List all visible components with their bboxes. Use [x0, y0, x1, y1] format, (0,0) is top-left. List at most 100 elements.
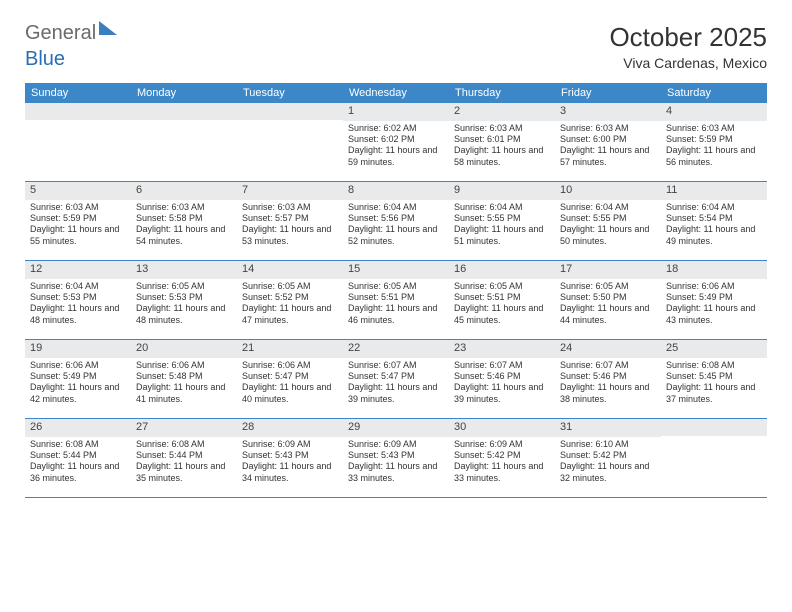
- sunrise-text: Sunrise: 6:06 AM: [666, 281, 762, 292]
- sunrise-text: Sunrise: 6:06 AM: [242, 360, 338, 371]
- daylight-text: Daylight: 11 hours and 55 minutes.: [30, 224, 126, 247]
- day-cell: 12Sunrise: 6:04 AMSunset: 5:53 PMDayligh…: [25, 261, 131, 339]
- week-row: 5Sunrise: 6:03 AMSunset: 5:59 PMDaylight…: [25, 182, 767, 261]
- weekday-header: Thursday: [449, 83, 555, 103]
- day-number: 17: [555, 261, 661, 279]
- day-cell: 23Sunrise: 6:07 AMSunset: 5:46 PMDayligh…: [449, 340, 555, 418]
- day-details: Sunrise: 6:05 AMSunset: 5:53 PMDaylight:…: [131, 279, 237, 329]
- sunrise-text: Sunrise: 6:06 AM: [136, 360, 232, 371]
- weekday-header: Friday: [555, 83, 661, 103]
- sunrise-text: Sunrise: 6:03 AM: [560, 123, 656, 134]
- sunrise-text: Sunrise: 6:03 AM: [136, 202, 232, 213]
- day-details: Sunrise: 6:03 AMSunset: 6:00 PMDaylight:…: [555, 121, 661, 171]
- week-row: 12Sunrise: 6:04 AMSunset: 5:53 PMDayligh…: [25, 261, 767, 340]
- day-cell: 19Sunrise: 6:06 AMSunset: 5:49 PMDayligh…: [25, 340, 131, 418]
- day-details: Sunrise: 6:06 AMSunset: 5:47 PMDaylight:…: [237, 358, 343, 408]
- sunset-text: Sunset: 5:56 PM: [348, 213, 444, 224]
- sunset-text: Sunset: 5:49 PM: [30, 371, 126, 382]
- day-cell: 29Sunrise: 6:09 AMSunset: 5:43 PMDayligh…: [343, 419, 449, 497]
- day-number: [25, 103, 131, 120]
- day-cell: 17Sunrise: 6:05 AMSunset: 5:50 PMDayligh…: [555, 261, 661, 339]
- daylight-text: Daylight: 11 hours and 52 minutes.: [348, 224, 444, 247]
- logo-text-2: Blue: [25, 48, 65, 70]
- day-details: Sunrise: 6:09 AMSunset: 5:43 PMDaylight:…: [343, 437, 449, 487]
- day-cell: [237, 103, 343, 181]
- week-row: 19Sunrise: 6:06 AMSunset: 5:49 PMDayligh…: [25, 340, 767, 419]
- day-number: [661, 419, 767, 436]
- sunrise-text: Sunrise: 6:09 AM: [348, 439, 444, 450]
- day-cell: 10Sunrise: 6:04 AMSunset: 5:55 PMDayligh…: [555, 182, 661, 260]
- day-number: 21: [237, 340, 343, 358]
- day-cell: 2Sunrise: 6:03 AMSunset: 6:01 PMDaylight…: [449, 103, 555, 181]
- day-cell: 1Sunrise: 6:02 AMSunset: 6:02 PMDaylight…: [343, 103, 449, 181]
- day-details: Sunrise: 6:04 AMSunset: 5:56 PMDaylight:…: [343, 200, 449, 250]
- sunset-text: Sunset: 5:59 PM: [666, 134, 762, 145]
- sunset-text: Sunset: 5:51 PM: [348, 292, 444, 303]
- sunrise-text: Sunrise: 6:04 AM: [560, 202, 656, 213]
- sunset-text: Sunset: 5:54 PM: [666, 213, 762, 224]
- sunset-text: Sunset: 5:47 PM: [242, 371, 338, 382]
- sunset-text: Sunset: 5:58 PM: [136, 213, 232, 224]
- day-cell: 7Sunrise: 6:03 AMSunset: 5:57 PMDaylight…: [237, 182, 343, 260]
- daylight-text: Daylight: 11 hours and 42 minutes.: [30, 382, 126, 405]
- sunset-text: Sunset: 6:01 PM: [454, 134, 550, 145]
- daylight-text: Daylight: 11 hours and 50 minutes.: [560, 224, 656, 247]
- day-cell: 24Sunrise: 6:07 AMSunset: 5:46 PMDayligh…: [555, 340, 661, 418]
- day-cell: 4Sunrise: 6:03 AMSunset: 5:59 PMDaylight…: [661, 103, 767, 181]
- day-details: Sunrise: 6:07 AMSunset: 5:46 PMDaylight:…: [555, 358, 661, 408]
- day-cell: [661, 419, 767, 497]
- sunrise-text: Sunrise: 6:04 AM: [666, 202, 762, 213]
- day-number: 26: [25, 419, 131, 437]
- day-number: 2: [449, 103, 555, 121]
- sunset-text: Sunset: 6:02 PM: [348, 134, 444, 145]
- sunset-text: Sunset: 5:43 PM: [348, 450, 444, 461]
- day-number: 6: [131, 182, 237, 200]
- daylight-text: Daylight: 11 hours and 54 minutes.: [136, 224, 232, 247]
- day-cell: 15Sunrise: 6:05 AMSunset: 5:51 PMDayligh…: [343, 261, 449, 339]
- day-number: 20: [131, 340, 237, 358]
- day-cell: 11Sunrise: 6:04 AMSunset: 5:54 PMDayligh…: [661, 182, 767, 260]
- daylight-text: Daylight: 11 hours and 43 minutes.: [666, 303, 762, 326]
- daylight-text: Daylight: 11 hours and 58 minutes.: [454, 145, 550, 168]
- day-cell: 21Sunrise: 6:06 AMSunset: 5:47 PMDayligh…: [237, 340, 343, 418]
- logo: General: [25, 22, 117, 45]
- sunrise-text: Sunrise: 6:09 AM: [454, 439, 550, 450]
- daylight-text: Daylight: 11 hours and 46 minutes.: [348, 303, 444, 326]
- day-number: 14: [237, 261, 343, 279]
- day-number: 9: [449, 182, 555, 200]
- day-number: 16: [449, 261, 555, 279]
- sunset-text: Sunset: 5:52 PM: [242, 292, 338, 303]
- daylight-text: Daylight: 11 hours and 35 minutes.: [136, 461, 232, 484]
- sunset-text: Sunset: 5:53 PM: [136, 292, 232, 303]
- daylight-text: Daylight: 11 hours and 33 minutes.: [348, 461, 444, 484]
- day-details: Sunrise: 6:04 AMSunset: 5:53 PMDaylight:…: [25, 279, 131, 329]
- sunset-text: Sunset: 5:48 PM: [136, 371, 232, 382]
- sunset-text: Sunset: 5:42 PM: [454, 450, 550, 461]
- day-details: Sunrise: 6:03 AMSunset: 5:59 PMDaylight:…: [661, 121, 767, 171]
- daylight-text: Daylight: 11 hours and 51 minutes.: [454, 224, 550, 247]
- sunset-text: Sunset: 5:53 PM: [30, 292, 126, 303]
- sunrise-text: Sunrise: 6:05 AM: [454, 281, 550, 292]
- day-number: 11: [661, 182, 767, 200]
- weekday-header: Monday: [131, 83, 237, 103]
- sunrise-text: Sunrise: 6:08 AM: [30, 439, 126, 450]
- day-details: Sunrise: 6:05 AMSunset: 5:51 PMDaylight:…: [343, 279, 449, 329]
- sunset-text: Sunset: 5:59 PM: [30, 213, 126, 224]
- day-details: Sunrise: 6:06 AMSunset: 5:49 PMDaylight:…: [25, 358, 131, 408]
- day-number: 19: [25, 340, 131, 358]
- day-number: 22: [343, 340, 449, 358]
- day-details: Sunrise: 6:07 AMSunset: 5:46 PMDaylight:…: [449, 358, 555, 408]
- day-cell: 20Sunrise: 6:06 AMSunset: 5:48 PMDayligh…: [131, 340, 237, 418]
- day-number: 18: [661, 261, 767, 279]
- daylight-text: Daylight: 11 hours and 34 minutes.: [242, 461, 338, 484]
- sunrise-text: Sunrise: 6:08 AM: [666, 360, 762, 371]
- week-row: 1Sunrise: 6:02 AMSunset: 6:02 PMDaylight…: [25, 103, 767, 182]
- logo-text-1: General: [25, 22, 96, 45]
- day-cell: 26Sunrise: 6:08 AMSunset: 5:44 PMDayligh…: [25, 419, 131, 497]
- day-details: Sunrise: 6:03 AMSunset: 6:01 PMDaylight:…: [449, 121, 555, 171]
- sunset-text: Sunset: 5:43 PM: [242, 450, 338, 461]
- calendar-page: General October 2025 Viva Cardenas, Mexi…: [0, 0, 792, 508]
- sunrise-text: Sunrise: 6:03 AM: [454, 123, 550, 134]
- sunrise-text: Sunrise: 6:05 AM: [242, 281, 338, 292]
- day-number: 29: [343, 419, 449, 437]
